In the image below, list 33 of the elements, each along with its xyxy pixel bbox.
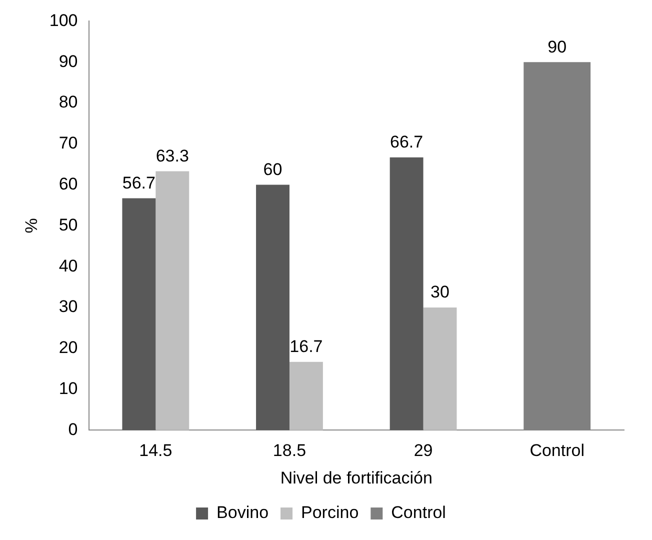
bar	[122, 198, 156, 430]
bar	[256, 184, 290, 430]
x-tick-label: 29	[414, 441, 433, 460]
y-axis-title: %	[22, 218, 41, 234]
y-tick-label: 20	[58, 338, 78, 358]
legend-label: Porcino	[301, 503, 359, 522]
data-label: 16.7	[290, 337, 323, 356]
y-tick-label: 10	[58, 378, 78, 398]
x-tick-label: Control	[530, 441, 584, 460]
data-label: 30	[430, 282, 450, 302]
y-tick-label: 50	[58, 215, 78, 234]
data-label: 60	[263, 160, 282, 179]
x-tick-label: 14.5	[139, 441, 172, 460]
data-label: 56.7	[122, 173, 156, 192]
data-label: 63.3	[156, 146, 189, 166]
y-tick-label: 60	[58, 174, 78, 194]
data-label: 66.7	[390, 132, 424, 152]
y-tick-label: 100	[49, 10, 78, 30]
y-tick-label: 30	[58, 297, 78, 316]
bar	[390, 157, 424, 430]
y-tick-label: 90	[58, 52, 78, 71]
x-tick-label: 18.5	[272, 441, 306, 460]
legend-label: Bovino	[216, 503, 269, 522]
y-tick-label: 0	[68, 420, 78, 439]
bar	[156, 171, 190, 430]
y-tick-label: 80	[58, 92, 78, 112]
legend-label: Control	[391, 503, 446, 522]
x-axis-title: Nivel de fortificación	[280, 468, 432, 488]
y-tick-label: 70	[58, 134, 78, 153]
bar	[423, 308, 457, 430]
data-label: 90	[548, 37, 567, 56]
bar	[289, 362, 323, 430]
y-tick-label: 40	[58, 256, 78, 276]
